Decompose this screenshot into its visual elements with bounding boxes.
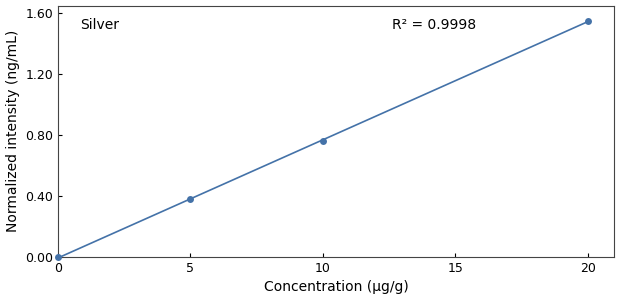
Text: Silver: Silver xyxy=(80,18,119,32)
Text: R² = 0.9998: R² = 0.9998 xyxy=(392,18,476,32)
Y-axis label: Normalized intensity (ng/mL): Normalized intensity (ng/mL) xyxy=(6,30,20,233)
X-axis label: Concentration (µg/g): Concentration (µg/g) xyxy=(264,280,409,294)
